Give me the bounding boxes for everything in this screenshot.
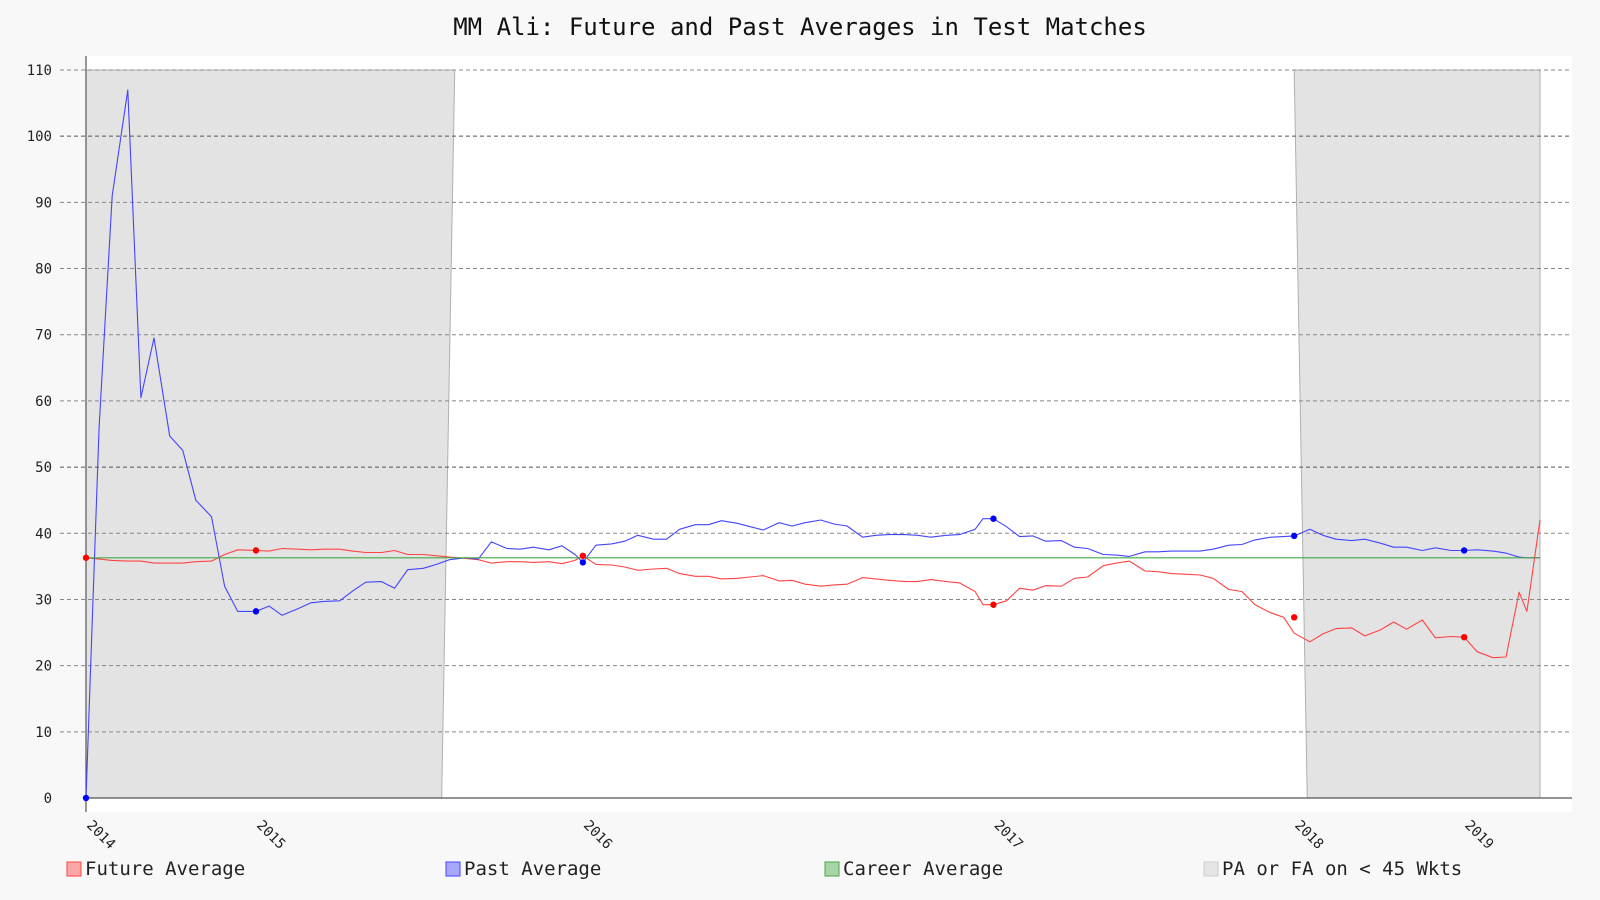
- legend-swatch-pa-or-fa-on-45-wkts: [1203, 861, 1219, 877]
- past-average-marker-0: [82, 794, 90, 802]
- past-average-marker-1: [252, 608, 260, 615]
- legend-swatch-career-average: [824, 861, 840, 877]
- series-lines: [85, 89, 1541, 799]
- y-tick-label-100: 100: [27, 129, 52, 145]
- x-tick-label-2016: 2016: [580, 818, 615, 853]
- past-average-marker-2: [579, 559, 587, 566]
- x-tick-label-2017: 2017: [991, 818, 1026, 853]
- y-tick-label-80: 80: [35, 262, 52, 278]
- past-average-marker-3: [990, 515, 997, 522]
- future-average-marker-5: [1460, 633, 1468, 641]
- legend-label-past-average: Past Average: [464, 858, 601, 880]
- grid-lines: [60, 69, 1572, 733]
- future-average-marker-4: [1290, 614, 1298, 621]
- future-average-marker-0: [82, 554, 90, 561]
- y-tick-label-70: 70: [35, 328, 52, 344]
- x-tick-label-2019: 2019: [1461, 818, 1496, 853]
- future-average-marker-3: [990, 601, 997, 608]
- legend-label-pa-or-fa-on-45-wkts: PA or FA on < 45 Wkts: [1222, 858, 1462, 880]
- legend-label-future-average: Future Average: [85, 858, 245, 880]
- legend: Future Average Past Average Career Average…: [66, 858, 1462, 880]
- y-tick-label-0: 0: [44, 791, 52, 807]
- x-tick-label-2015: 2015: [253, 818, 288, 853]
- y-tick-label-90: 90: [35, 195, 52, 211]
- legend-label-career-average: Career Average: [843, 858, 1003, 880]
- shaded-region-0: [85, 69, 456, 799]
- past-average-marker-5: [1460, 547, 1468, 554]
- x-tick-label-2018: 2018: [1291, 818, 1326, 853]
- past-average-marker-4: [1290, 532, 1298, 540]
- chart-title: MM Ali: Future and Past Averages in Test…: [453, 13, 1147, 41]
- shaded-regions: [85, 69, 1541, 799]
- x-tick-label-2014: 2014: [83, 818, 118, 853]
- series-line-future-average: [85, 519, 1541, 659]
- series-markers: [82, 515, 1468, 802]
- y-tick-label-30: 30: [35, 592, 52, 608]
- y-tick-label-110: 110: [27, 63, 52, 79]
- y-tick-label-40: 40: [35, 526, 52, 542]
- series-line-past-average: [85, 89, 1540, 799]
- y-tick-label-10: 10: [35, 725, 52, 741]
- future-average-marker-1: [252, 547, 260, 554]
- future-average-marker-2: [579, 552, 587, 559]
- y-tick-label-50: 50: [35, 460, 52, 476]
- shaded-region-1: [1293, 69, 1541, 799]
- legend-swatch-past-average: [445, 861, 461, 877]
- y-tick-label-20: 20: [35, 659, 52, 675]
- legend-swatch-future-average: [66, 861, 82, 877]
- y-tick-label-60: 60: [35, 394, 52, 410]
